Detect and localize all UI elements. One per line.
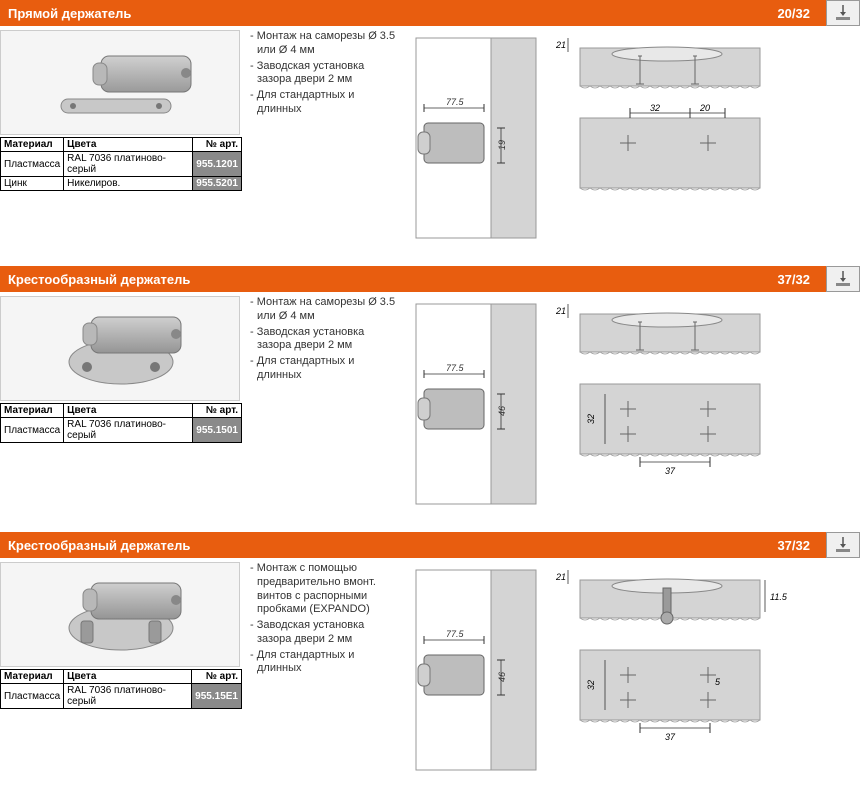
th-material: Материал (1, 670, 64, 684)
th-material: Материал (1, 404, 64, 418)
product-section: Крестообразный держатель 37/32 МатериалЦ… (0, 532, 860, 782)
desc-bullet: - Монтаж с помощью предварительно вмонт.… (250, 562, 398, 617)
technical-drawing-side: 77.5 46 (406, 560, 546, 780)
desc-bullet: - Монтаж на саморезы Ø 3.5 или Ø 4 мм (250, 296, 398, 324)
cell-article: 955.15E1 (192, 684, 242, 709)
svg-text:21: 21 (555, 40, 566, 50)
svg-text:20: 20 (699, 103, 710, 113)
description-column: - Монтаж с помощью предварительно вмонт.… (244, 558, 404, 782)
spec-table: МатериалЦвета№ арт. ПластмассаRAL 7036 п… (0, 669, 242, 709)
svg-text:11.5: 11.5 (770, 592, 788, 602)
cell-color: RAL 7036 платиново-серый (64, 418, 193, 443)
technical-drawing-side: 77.5 19 (406, 28, 546, 248)
cell-material: Пластмасса (1, 152, 64, 177)
technical-drawing-top: 21 11.5 32 37 5 (550, 560, 790, 750)
cell-material: Пластмасса (1, 418, 64, 443)
svg-text:77.5: 77.5 (446, 629, 465, 639)
svg-text:21: 21 (555, 306, 566, 316)
cell-material: Цинк (1, 177, 64, 191)
section-code: 20/32 (777, 6, 820, 21)
description-column: - Монтаж на саморезы Ø 3.5 или Ø 4 мм- З… (244, 26, 404, 250)
image-column: МатериалЦвета№ арт. ПластмассаRAL 7036 п… (0, 292, 244, 516)
svg-text:46: 46 (497, 406, 507, 416)
th-article: № арт. (192, 670, 242, 684)
cell-color: Никелиров. (64, 177, 193, 191)
section-header: Крестообразный держатель 37/32 (0, 266, 860, 292)
image-column: МатериалЦвета№ арт. ПластмассаRAL 7036 п… (0, 26, 244, 250)
svg-text:37: 37 (665, 732, 676, 742)
section-body: МатериалЦвета№ арт. ПластмассаRAL 7036 п… (0, 292, 860, 516)
section-title: Прямой держатель (0, 6, 777, 21)
th-material: Материал (1, 138, 64, 152)
spec-table: МатериалЦвета№ арт. ПластмассаRAL 7036 п… (0, 137, 242, 191)
svg-text:32: 32 (586, 680, 596, 690)
th-article: № арт. (193, 138, 242, 152)
drawings-column: 77.5 19 21 32 20 (404, 26, 860, 250)
section-title: Крестообразный держатель (0, 538, 777, 553)
cell-article: 955.1501 (193, 418, 242, 443)
desc-bullet: - Заводская установка зазора двери 2 мм (250, 60, 398, 88)
section-title: Крестообразный держатель (0, 272, 777, 287)
svg-text:32: 32 (650, 103, 660, 113)
mounting-icon (826, 532, 860, 558)
desc-bullet: - Для стандартных и длинных (250, 649, 398, 677)
product-section: Крестообразный держатель 37/32 МатериалЦ… (0, 266, 860, 516)
section-code: 37/32 (777, 272, 820, 287)
desc-bullet: - Для стандартных и длинных (250, 355, 398, 383)
image-column: МатериалЦвета№ арт. ПластмассаRAL 7036 п… (0, 558, 244, 782)
product-section: Прямой держатель 20/32 МатериалЦвета№ ар… (0, 0, 860, 250)
desc-bullet: - Заводская установка зазора двери 2 мм (250, 326, 398, 354)
svg-text:46: 46 (497, 672, 507, 682)
spec-table: МатериалЦвета№ арт. ПластмассаRAL 7036 п… (0, 403, 242, 443)
th-color: Цвета (64, 138, 193, 152)
cell-color: RAL 7036 платиново-серый (64, 684, 192, 709)
cell-article: 955.5201 (193, 177, 242, 191)
svg-text:32: 32 (586, 414, 596, 424)
mounting-icon (826, 0, 860, 26)
section-header: Крестообразный держатель 37/32 (0, 532, 860, 558)
drawings-column: 77.5 46 21 32 37 (404, 292, 860, 516)
th-color: Цвета (64, 670, 192, 684)
section-body: МатериалЦвета№ арт. ПластмассаRAL 7036 п… (0, 558, 860, 782)
section-header: Прямой держатель 20/32 (0, 0, 860, 26)
product-image (0, 296, 240, 401)
cell-material: Пластмасса (1, 684, 64, 709)
cell-article: 955.1201 (193, 152, 242, 177)
desc-bullet: - Заводская установка зазора двери 2 мм (250, 619, 398, 647)
svg-text:77.5: 77.5 (446, 97, 465, 107)
th-article: № арт. (193, 404, 242, 418)
section-code: 37/32 (777, 538, 820, 553)
desc-bullet: - Для стандартных и длинных (250, 89, 398, 117)
product-image (0, 30, 240, 135)
svg-text:21: 21 (555, 572, 566, 582)
cell-color: RAL 7036 платиново-серый (64, 152, 193, 177)
mounting-icon (826, 266, 860, 292)
th-color: Цвета (64, 404, 193, 418)
drawings-column: 77.5 46 21 11.5 32 37 5 (404, 558, 860, 782)
desc-bullet: - Монтаж на саморезы Ø 3.5 или Ø 4 мм (250, 30, 398, 58)
section-body: МатериалЦвета№ арт. ПластмассаRAL 7036 п… (0, 26, 860, 250)
technical-drawing-top: 21 32 37 (550, 294, 790, 484)
product-image (0, 562, 240, 667)
description-column: - Монтаж на саморезы Ø 3.5 или Ø 4 мм- З… (244, 292, 404, 516)
svg-text:77.5: 77.5 (446, 363, 465, 373)
technical-drawing-side: 77.5 46 (406, 294, 546, 514)
technical-drawing-top: 21 32 20 (550, 28, 790, 218)
svg-text:37: 37 (665, 466, 676, 476)
svg-text:19: 19 (497, 140, 507, 150)
